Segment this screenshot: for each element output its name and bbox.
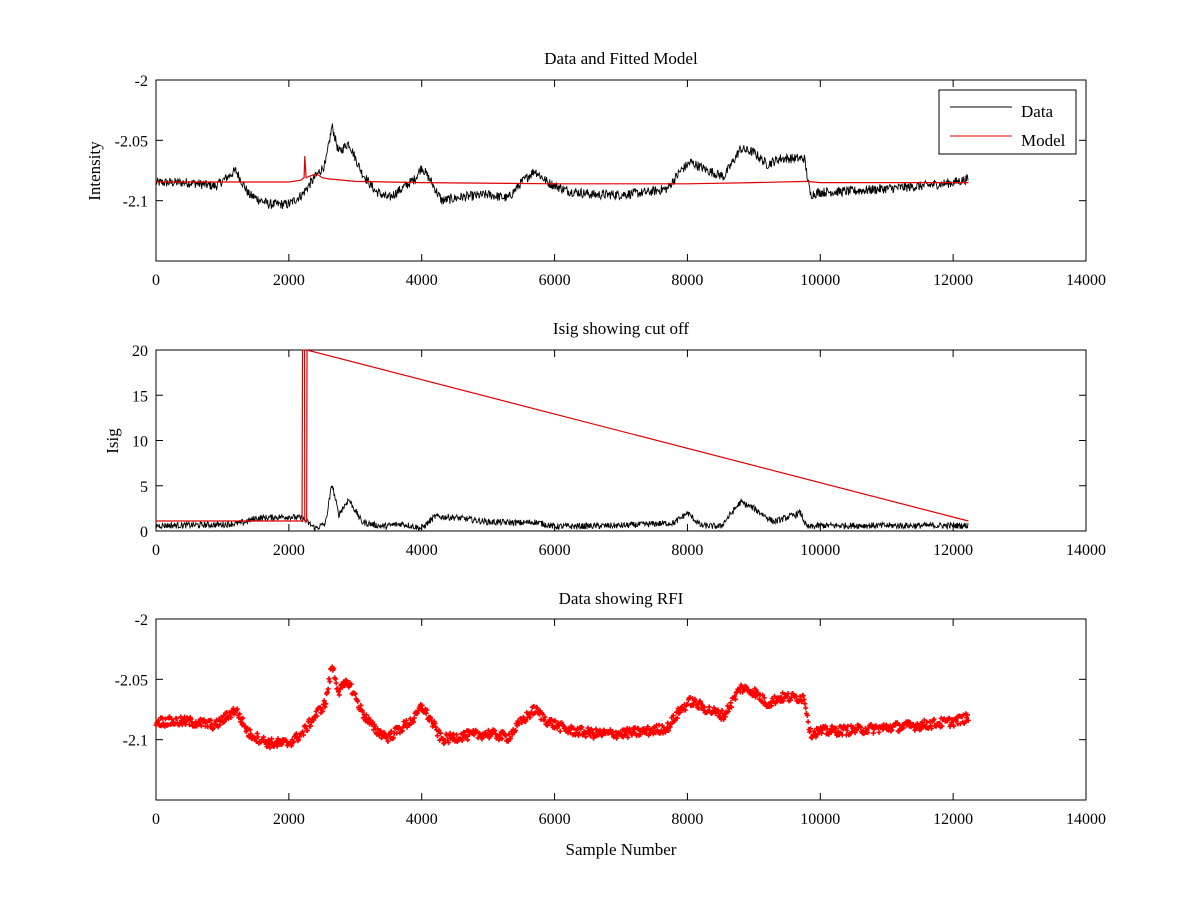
panel-3-y-tick-label: -2.1 — [123, 733, 148, 750]
panel-2-isig: Isig showing cut off 0 2000 4000 6000 8000 10… — [103, 319, 1106, 559]
panel-3-series-layer — [153, 664, 971, 751]
x-axis-label: Sample Number — [566, 840, 677, 859]
legend-model-label: Model — [1021, 131, 1066, 150]
panel-2-tick-layer: 0 2000 4000 6000 8000 10000 12000 14000 0 5 10 15 20 — [132, 343, 1106, 559]
panel-2-x-tick-label: 14000 — [1066, 542, 1106, 559]
panel-1-y-axis-label: Intensity — [85, 141, 104, 201]
panel-1-series-layer — [155, 123, 969, 209]
panel-2-series-cut-off — [156, 349, 969, 522]
panel-1-tick-layer: 0 2000 4000 6000 8000 10000 12000 14000 -2.1 -2.0… — [115, 73, 1106, 289]
legend-box — [938, 89, 1077, 155]
panel-1-title: Data and Fitted Model — [544, 49, 698, 68]
panel-3-title: Data showing RFI — [559, 589, 684, 608]
panel-2-y-tick-label: 10 — [132, 434, 148, 451]
panel-2-y-tick-label: 0 — [140, 524, 148, 541]
panel-3-y-tick-label: -2 — [135, 612, 148, 629]
panel-1-x-tick-label: 12000 — [933, 272, 973, 289]
panel-3-x-tick-label: 6000 — [539, 811, 571, 828]
panel-2-title: Isig showing cut off — [553, 319, 689, 338]
panel-2-x-tick-label: 12000 — [933, 542, 973, 559]
panel-3-x-tick-label: 10000 — [800, 811, 840, 828]
panel-2-x-tick-label: 2000 — [273, 542, 305, 559]
panel-1-x-tick-label: 4000 — [406, 272, 438, 289]
legend-data-label: Data — [1021, 102, 1054, 121]
panel-1-series-data — [155, 123, 969, 209]
panel-3-x-tick-label: 14000 — [1066, 811, 1106, 828]
panel-1-y-tick-label: -2.1 — [123, 194, 148, 211]
panel-3-series-rfi-flagged-data — [153, 664, 971, 751]
panel-2-x-tick-label: 10000 — [800, 542, 840, 559]
panel-1-x-tick-label: 14000 — [1066, 272, 1106, 289]
panel-2-series-layer — [155, 349, 969, 532]
panel-2-x-tick-label: 8000 — [671, 542, 703, 559]
panel-3-x-tick-label: 0 — [152, 811, 160, 828]
panel-1-y-tick-label: -2.05 — [115, 133, 148, 150]
panel-2-y-tick-label: 20 — [132, 343, 148, 360]
panel-1-y-tick-label: -2 — [135, 73, 148, 90]
panel-2-y-tick-label: 5 — [140, 479, 148, 496]
panel-3-rfi: Data showing RFI 0 2000 4000 6000 8000 10000 1… — [115, 589, 1106, 859]
panel-2-series-isig — [155, 485, 969, 532]
panel-3-axes-box — [155, 618, 1087, 801]
panel-1-x-tick-label: 8000 — [671, 272, 703, 289]
panel-2-x-tick-label: 4000 — [406, 542, 438, 559]
panel-3-y-tick-label: -2.05 — [115, 672, 148, 689]
panel-1-x-tick-label: 2000 — [273, 272, 305, 289]
panel-2-axes-box — [155, 349, 1087, 532]
panel-1-data-and-model: Data and Fitted Model 0 2000 4000 6000 8000 1… — [85, 49, 1106, 289]
panel-3-x-tick-label: 4000 — [406, 811, 438, 828]
panel-3-x-tick-label: 12000 — [933, 811, 973, 828]
panel-3-x-tick-label: 8000 — [671, 811, 703, 828]
panel-1-axes-box — [155, 79, 1087, 262]
panel-2-y-axis-label: Isig — [103, 428, 122, 454]
panel-3-tick-layer: 0 2000 4000 6000 8000 10000 12000 14000 -2.1 -2.0… — [115, 612, 1106, 828]
panel-1-series-model — [156, 155, 969, 185]
legend: Data Model — [938, 89, 1077, 155]
panel-1-x-tick-label: 10000 — [800, 272, 840, 289]
panel-1-x-tick-label: 6000 — [539, 272, 571, 289]
panel-1-x-tick-label: 0 — [152, 272, 160, 289]
panel-2-x-tick-label: 6000 — [539, 542, 571, 559]
panel-2-y-tick-label: 15 — [132, 388, 148, 405]
panel-2-x-tick-label: 0 — [152, 542, 160, 559]
panel-3-x-tick-label: 2000 — [273, 811, 305, 828]
